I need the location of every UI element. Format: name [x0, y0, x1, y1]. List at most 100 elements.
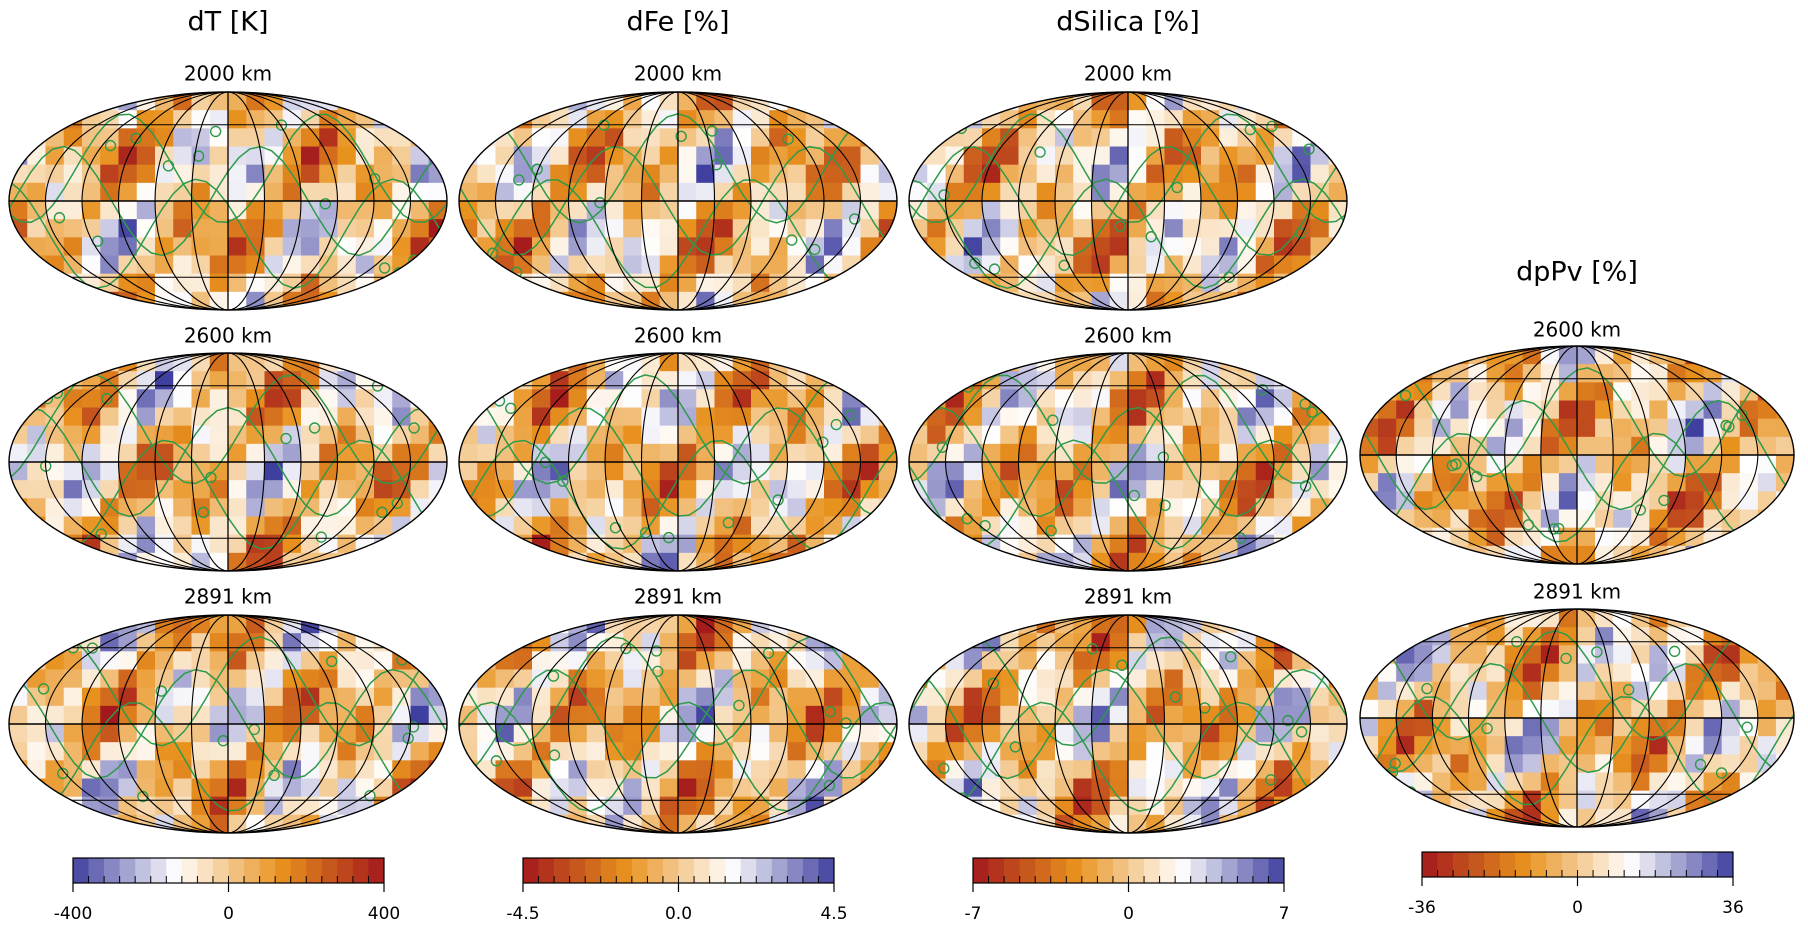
- map-cell: [374, 201, 393, 220]
- map-cell: [514, 797, 533, 816]
- map-cell: [338, 408, 357, 427]
- map-cell: [964, 797, 983, 816]
- map-cell: [374, 371, 393, 390]
- map-cell: [550, 633, 569, 652]
- map-cell: [569, 742, 588, 761]
- map-cell: [751, 147, 770, 166]
- map-cell: [806, 201, 825, 220]
- map-cell: [265, 389, 284, 408]
- map-cell: [1019, 444, 1038, 463]
- map-cell: [824, 498, 843, 517]
- map-cell: [927, 128, 946, 147]
- map-cell: [27, 92, 46, 111]
- map-cell: [751, 633, 770, 652]
- map-cell: [459, 165, 478, 184]
- map-cell: [1128, 724, 1147, 743]
- map-cell: [532, 256, 551, 275]
- map-cell: [1740, 791, 1759, 810]
- map-cell: [678, 237, 697, 256]
- map-cell: [587, 742, 606, 761]
- map-cell: [1000, 147, 1019, 166]
- map-cell: [946, 128, 965, 147]
- map-cell: [733, 128, 752, 147]
- map-cell: [806, 292, 825, 311]
- map-cell: [1559, 473, 1578, 492]
- map-cell: [678, 498, 697, 517]
- map-cell: [1329, 256, 1348, 275]
- map-cell: [861, 742, 880, 761]
- map-cell: [660, 688, 679, 707]
- map-cell: [1378, 791, 1397, 810]
- map-cell: [514, 371, 533, 390]
- map-cell: [1704, 546, 1723, 565]
- colorbar-segment: [197, 858, 213, 883]
- map-cell: [1019, 219, 1038, 238]
- map-cell: [1378, 627, 1397, 646]
- colorbar-segment: [104, 858, 120, 883]
- map-cell: [550, 237, 569, 256]
- map-cell: [137, 274, 156, 293]
- map-cell: [192, 724, 211, 743]
- map-cell: [532, 553, 551, 572]
- map-cell: [9, 353, 28, 372]
- map-cell: [137, 480, 156, 499]
- map-cell: [429, 274, 448, 293]
- map-cell: [927, 292, 946, 311]
- map-cell: [228, 128, 247, 147]
- map-cell: [1037, 535, 1056, 554]
- map-cell: [27, 535, 46, 554]
- map-cell: [1360, 682, 1379, 701]
- colorbar-segment: [632, 858, 648, 883]
- map-cell: [1311, 389, 1330, 408]
- map-cell: [1037, 165, 1056, 184]
- map-cell: [1469, 609, 1488, 628]
- map-cell: [532, 724, 551, 743]
- map-cell: [210, 779, 229, 798]
- map-cell: [228, 389, 247, 408]
- map-cell: [459, 128, 478, 147]
- map-cell: [496, 183, 515, 202]
- map-cell: [1073, 633, 1092, 652]
- map-cell: [1414, 346, 1433, 365]
- map-cell: [1110, 110, 1129, 129]
- map-cell: [1000, 535, 1019, 554]
- map-cell: [27, 742, 46, 761]
- map-cell: [301, 237, 320, 256]
- map-cell: [1256, 779, 1275, 798]
- map-cell: [1360, 528, 1379, 547]
- map-cell: [496, 371, 515, 390]
- map-cell: [824, 615, 843, 634]
- map-cell: [1487, 528, 1506, 547]
- map-cell: [46, 535, 65, 554]
- map-cell: [1559, 528, 1578, 547]
- map-cell: [1274, 408, 1293, 427]
- map-cell: [1613, 645, 1632, 664]
- map-cell: [623, 426, 642, 445]
- map-cell: [1311, 274, 1330, 293]
- map-cell: [861, 724, 880, 743]
- map-cell: [173, 147, 192, 166]
- map-cell: [374, 797, 393, 816]
- map-cell: [46, 110, 65, 129]
- colorbar-segment: [725, 858, 741, 883]
- map-cell: [964, 353, 983, 372]
- map-cell: [265, 498, 284, 517]
- map-cell: [1378, 510, 1397, 529]
- map-cell: [1360, 645, 1379, 664]
- map-cell: [1073, 408, 1092, 427]
- map-cell: [411, 371, 430, 390]
- map-cell: [1219, 670, 1238, 689]
- map-cell: [909, 797, 928, 816]
- map-cell: [228, 760, 247, 779]
- map-cell: [678, 779, 697, 798]
- map-cell: [1649, 682, 1668, 701]
- map-cell: [1776, 773, 1795, 792]
- map-cell: [1469, 346, 1488, 365]
- map-cell: [1110, 237, 1129, 256]
- map-cell: [1165, 724, 1184, 743]
- map-cell: [173, 779, 192, 798]
- map-cell: [374, 535, 393, 554]
- map-cell: [964, 535, 983, 554]
- map-cell: [909, 760, 928, 779]
- map-cell: [477, 426, 496, 445]
